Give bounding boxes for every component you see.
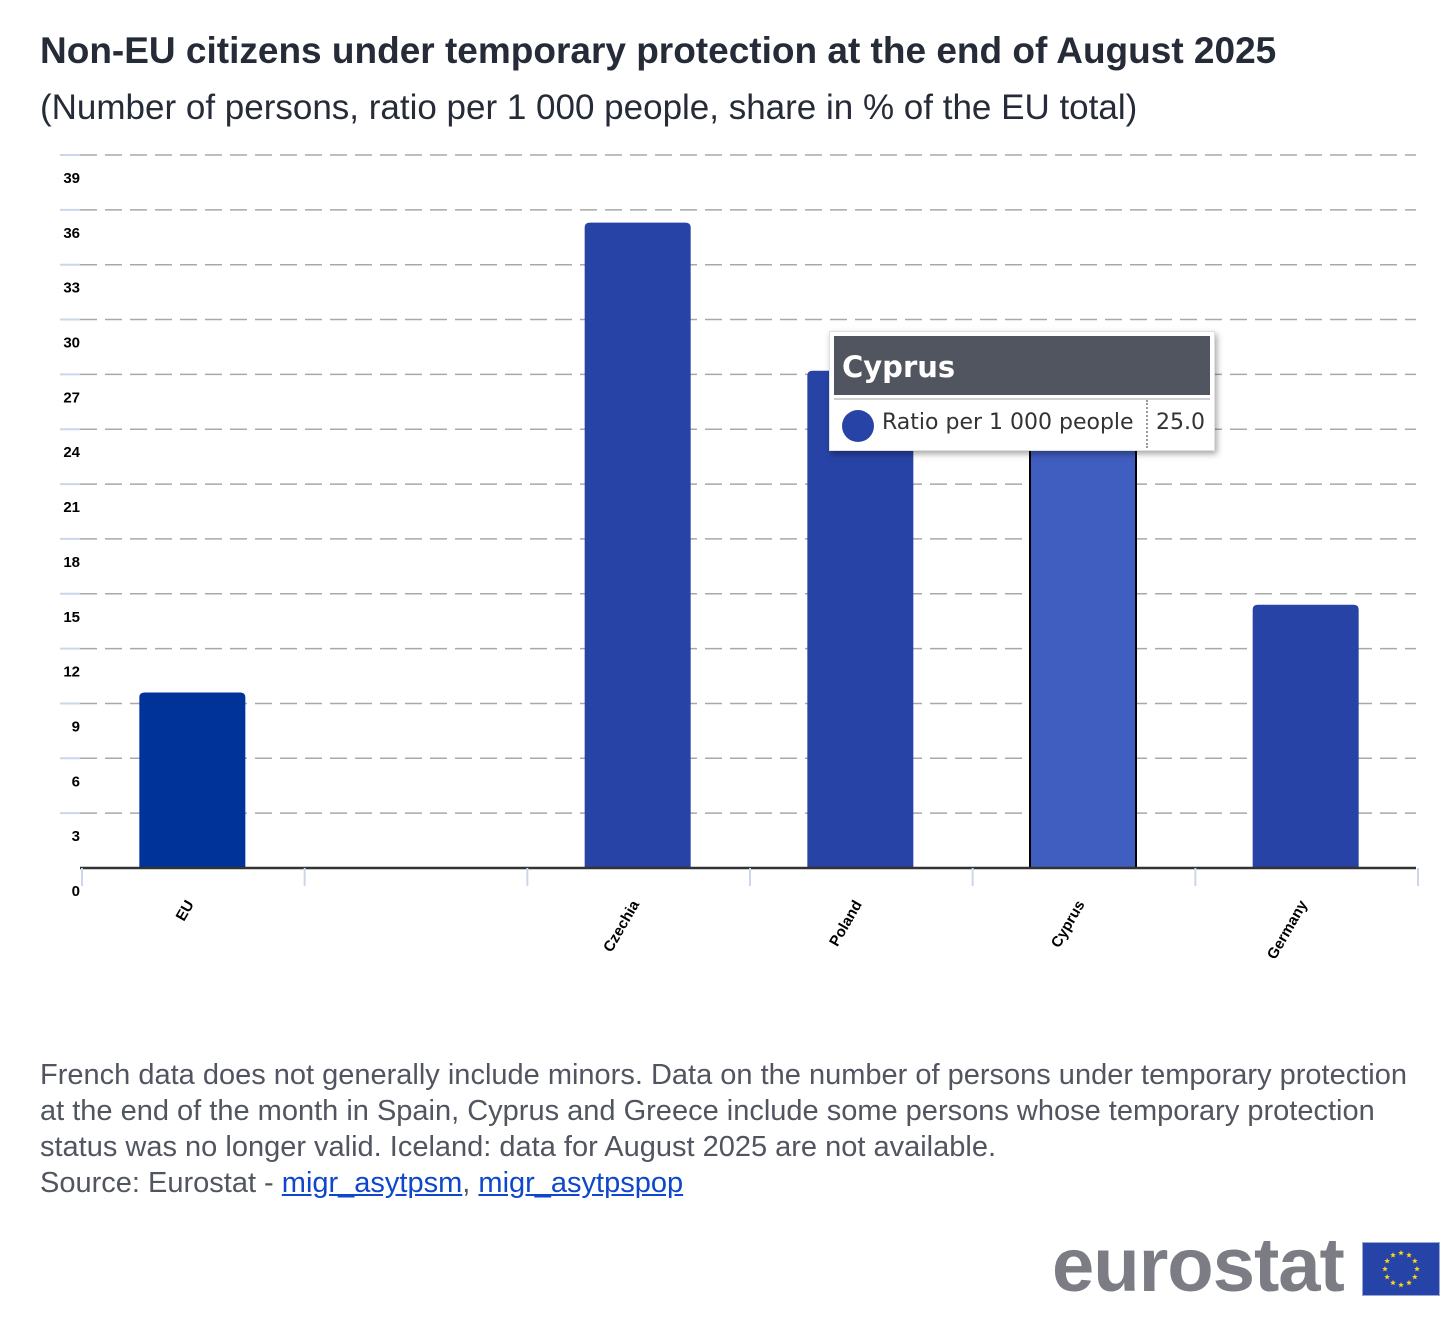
star-icon xyxy=(1412,1258,1418,1264)
y-tick-label: 9 xyxy=(72,718,80,735)
y-tick-label: 39 xyxy=(63,170,80,187)
y-tick-label: 18 xyxy=(63,554,80,571)
source-link-migr-asytpspop[interactable]: migr_asytpspop xyxy=(478,1167,684,1199)
star-icon xyxy=(1384,1258,1390,1264)
tooltip-series-label: Ratio per 1 000 people xyxy=(882,410,1134,435)
source-prefix: Source: Eurostat - xyxy=(40,1167,282,1199)
source-link-migr-asytpsm[interactable]: migr_asytpsm xyxy=(281,1167,463,1199)
y-tick-label: 30 xyxy=(63,335,80,352)
y-tick-label: 6 xyxy=(72,773,80,790)
star-icon xyxy=(1406,1252,1412,1258)
star-icon xyxy=(1398,1282,1404,1288)
x-tick-label: EU xyxy=(173,898,198,925)
tooltip-row: Ratio per 1 000 people 25.0 xyxy=(834,398,1210,448)
tooltip-title: Cyprus xyxy=(834,336,1210,395)
bar-czechia[interactable] xyxy=(584,222,691,869)
y-tick-label: 21 xyxy=(63,499,80,516)
bar-cyprus[interactable] xyxy=(1029,409,1137,869)
source-separator: , xyxy=(462,1167,479,1199)
footnote-text: French data does not generally include m… xyxy=(40,1059,1407,1163)
star-icon xyxy=(1412,1274,1418,1280)
y-tick-label: 0 xyxy=(72,883,80,900)
bars xyxy=(139,222,1359,869)
tooltip-separator xyxy=(1146,400,1148,448)
chart-subtitle: (Number of persons, ratio per 1 000 peop… xyxy=(40,88,1138,127)
footnote: French data does not generally include m… xyxy=(40,1057,1420,1201)
logo-text: eurostat xyxy=(1052,1223,1345,1308)
y-tick-label: 3 xyxy=(72,828,80,845)
x-tick-label: Czechia xyxy=(600,897,643,955)
y-tick-label: 12 xyxy=(63,664,80,681)
x-tick-label: Cyprus xyxy=(1048,898,1089,951)
x-tick-label: Poland xyxy=(826,898,866,950)
series-dot-icon xyxy=(842,410,874,442)
chart-title: Non-EU citizens under temporary protecti… xyxy=(40,30,1277,71)
bar-germany[interactable] xyxy=(1252,604,1359,868)
bar-eu[interactable] xyxy=(139,692,246,868)
star-icon xyxy=(1414,1266,1420,1272)
y-tick-label: 15 xyxy=(63,609,80,626)
y-tick-label: 24 xyxy=(63,444,80,461)
star-icon xyxy=(1382,1266,1388,1272)
tooltip: Cyprus Ratio per 1 000 people 25.0 xyxy=(829,331,1215,451)
star-icon xyxy=(1406,1279,1412,1286)
gridlines xyxy=(60,154,1416,815)
star-icon xyxy=(1398,1250,1404,1256)
star-icon xyxy=(1384,1274,1390,1280)
star-icon xyxy=(1390,1279,1396,1286)
eurostat-logo: eurostat xyxy=(1052,1223,1442,1308)
eu-flag-icon xyxy=(1362,1242,1440,1296)
y-tick-label: 36 xyxy=(63,225,80,242)
y-tick-label: 33 xyxy=(63,280,80,297)
x-axis: EU Czechia Poland Cyprus Germany xyxy=(80,866,1419,962)
y-tick-label: 27 xyxy=(63,389,80,406)
tooltip-value: 25.0 xyxy=(1156,410,1205,435)
star-icon xyxy=(1390,1252,1396,1258)
x-tick-label: Germany xyxy=(1264,897,1312,962)
bar-poland[interactable] xyxy=(807,370,914,868)
